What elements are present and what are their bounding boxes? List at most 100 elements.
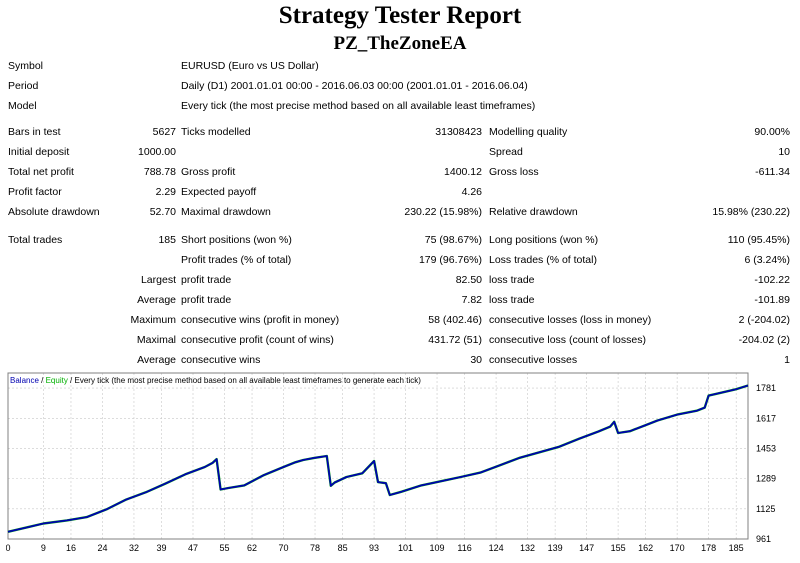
x-tick-label: 124 <box>489 543 504 553</box>
y-axis-ticks: 961 1125 1289 1453 1617 1781 <box>756 383 776 544</box>
average-loss-label: loss trade <box>489 294 535 306</box>
average-profit-label: profit trade <box>181 294 232 306</box>
abs-drawdown-label: Absolute drawdown <box>8 206 100 218</box>
max-drawdown-label: Maximal drawdown <box>181 206 271 218</box>
rel-drawdown-value: 15.98% (230.22) <box>712 206 790 218</box>
period-label: Period <box>8 80 39 92</box>
model-value: Every tick (the most precise method base… <box>181 100 536 112</box>
total-trades-label: Total trades <box>8 234 63 246</box>
largest-label: Largest <box>140 274 176 286</box>
long-positions-value: 110 (95.45%) <box>727 234 790 246</box>
rel-drawdown-label: Relative drawdown <box>489 206 578 218</box>
net-profit-label: Total net profit <box>8 166 74 178</box>
short-positions-value: 75 (98.67%) <box>424 234 482 246</box>
max-drawdown-value: 230.22 (15.98%) <box>404 206 482 218</box>
y-tick-label: 1289 <box>756 474 776 484</box>
loss-trades-value: 6 (3.24%) <box>744 254 790 266</box>
long-positions-label: Long positions (won %) <box>489 234 599 246</box>
deposit-value: 1000.00 <box>138 146 176 158</box>
abs-drawdown-value: 52.70 <box>149 206 176 218</box>
y-tick-label: 1453 <box>756 443 776 453</box>
symbol-value: EURUSD (Euro vs US Dollar) <box>181 60 319 72</box>
x-tick-label: 62 <box>247 543 257 553</box>
x-tick-label: 116 <box>457 543 471 553</box>
x-tick-label: 39 <box>157 543 167 553</box>
x-axis-ticks: 0 9 16 24 32 39 47 55 62 70 78 85 93 101 109 116 124 132 1… <box>6 543 744 553</box>
quality-label: Modelling quality <box>489 126 568 138</box>
max-consecutive-wins-value: 58 (402.46) <box>428 314 482 326</box>
average-label: Average <box>137 294 176 306</box>
period-value: Daily (D1) 2001.01.01 00:00 - 2016.06.03… <box>181 80 528 92</box>
x-tick-label: 162 <box>638 543 653 553</box>
x-tick-label: 9 <box>41 543 46 553</box>
x-tick-label: 139 <box>548 543 563 553</box>
report-title: Strategy Tester Report <box>278 2 522 29</box>
expected-payoff-value: 4.26 <box>461 186 482 198</box>
max-consecutive-wins-label: consecutive wins (profit in money) <box>181 314 340 326</box>
legend-separator: / <box>39 376 46 385</box>
x-tick-label: 101 <box>398 543 413 553</box>
max-consecutive-losses-label: consecutive losses (loss in money) <box>489 314 652 326</box>
maximum-label: Maximum <box>130 314 176 326</box>
average-consecutive-label: Average <box>137 354 176 366</box>
chart-legend: Balance / Equity / Every tick (the most … <box>10 376 421 385</box>
profit-trades-label: Profit trades (% of total) <box>181 254 292 266</box>
x-tick-label: 155 <box>611 543 626 553</box>
maximal-consecutive-loss-value: -204.02 (2) <box>738 334 790 346</box>
x-tick-label: 0 <box>6 543 11 553</box>
x-tick-label: 47 <box>188 543 198 553</box>
x-tick-label: 185 <box>729 543 744 553</box>
x-tick-label: 85 <box>338 543 348 553</box>
balance-equity-chart: 961 1125 1289 1453 1617 1781 0 9 16 24 32 39 47 55 62… <box>6 371 788 561</box>
x-tick-label: 70 <box>279 543 289 553</box>
symbol-label: Symbol <box>8 60 44 72</box>
average-profit-value: 7.82 <box>461 294 482 306</box>
x-tick-label: 16 <box>66 543 76 553</box>
x-tick-label: 178 <box>701 543 716 553</box>
short-positions-label: Short positions (won %) <box>181 234 292 246</box>
y-tick-label: 1125 <box>756 504 775 514</box>
maximal-label: Maximal <box>136 334 176 346</box>
net-profit-value: 788.78 <box>143 166 176 178</box>
legend-equity: Equity <box>46 376 68 385</box>
gross-loss-label: Gross loss <box>489 166 539 178</box>
profit-factor-value: 2.29 <box>155 186 176 198</box>
bars-label: Bars in test <box>8 126 61 138</box>
y-tick-label: 1781 <box>756 383 776 393</box>
gross-profit-value: 1400.12 <box>444 166 482 178</box>
y-tick-label: 1617 <box>756 413 776 423</box>
x-tick-label: 78 <box>310 543 320 553</box>
deposit-label: Initial deposit <box>8 146 70 158</box>
largest-loss-value: -102.22 <box>754 274 790 286</box>
x-tick-label: 32 <box>129 543 139 553</box>
total-trades-value: 185 <box>158 234 176 246</box>
avg-consecutive-wins-value: 30 <box>470 354 482 366</box>
x-tick-label: 93 <box>369 543 379 553</box>
avg-consecutive-wins-label: consecutive wins <box>181 354 261 366</box>
gross-profit-label: Gross profit <box>181 166 236 178</box>
x-tick-label: 24 <box>97 543 107 553</box>
maximal-consecutive-profit-label: consecutive profit (count of wins) <box>181 334 334 346</box>
profit-factor-label: Profit factor <box>8 186 62 198</box>
legend-description: / Every tick (the most precise method ba… <box>68 376 421 385</box>
x-tick-label: 109 <box>430 543 445 553</box>
maximal-consecutive-loss-label: consecutive loss (count of losses) <box>489 334 646 346</box>
max-consecutive-losses-value: 2 (-204.02) <box>738 314 790 326</box>
x-tick-label: 132 <box>520 543 535 553</box>
avg-consecutive-losses-label: consecutive losses <box>489 354 578 366</box>
plot-border <box>7 372 749 540</box>
gross-loss-value: -611.34 <box>755 166 790 178</box>
maximal-consecutive-profit-value: 431.72 (51) <box>428 334 482 346</box>
largest-loss-label: loss trade <box>489 274 535 286</box>
average-loss-value: -101.89 <box>754 294 790 306</box>
largest-profit-label: profit trade <box>181 274 232 286</box>
x-tick-label: 147 <box>579 543 594 553</box>
profit-trades-value: 179 (96.76%) <box>418 254 482 266</box>
largest-profit-value: 82.50 <box>455 274 482 286</box>
chart-marks <box>7 384 749 533</box>
spread-value: 10 <box>778 146 790 158</box>
ticks-value: 31308423 <box>435 126 482 138</box>
avg-consecutive-losses-value: 1 <box>784 354 790 366</box>
x-tick-label: 55 <box>219 543 229 553</box>
chart-background <box>6 371 788 561</box>
